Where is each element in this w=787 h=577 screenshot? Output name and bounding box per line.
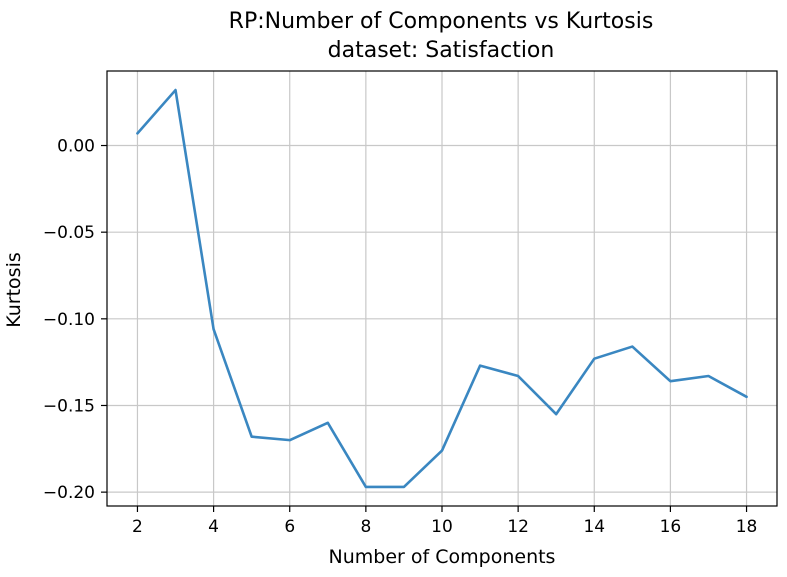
x-tick-label: 16 xyxy=(660,517,682,537)
x-tick-label: 14 xyxy=(583,517,605,537)
chart-subtitle: dataset: Satisfaction xyxy=(328,38,555,63)
y-tick-label: −0.15 xyxy=(43,396,95,416)
x-tick-label: 8 xyxy=(360,517,371,537)
y-tick-label: −0.10 xyxy=(43,310,95,330)
y-tick-label: −0.05 xyxy=(43,223,95,243)
y-tick-label: 0.00 xyxy=(57,137,95,157)
y-tick-label: −0.20 xyxy=(43,483,95,503)
x-tick-label: 2 xyxy=(132,517,143,537)
x-axis-label: Number of Components xyxy=(329,546,556,568)
chart-title: RP:Number of Components vs Kurtosis xyxy=(229,9,654,34)
y-axis-label: Kurtosis xyxy=(3,252,25,328)
x-tick-label: 10 xyxy=(431,517,453,537)
x-tick-label: 6 xyxy=(284,517,295,537)
x-tick-label: 18 xyxy=(736,517,758,537)
x-tick-label: 4 xyxy=(208,517,219,537)
x-tick-label: 12 xyxy=(507,517,529,537)
axis-ticks: 2 4 6 8 10 12 14 16 18 0.00 −0.05 −0.10 −0.15 −0.20 xyxy=(43,137,757,537)
